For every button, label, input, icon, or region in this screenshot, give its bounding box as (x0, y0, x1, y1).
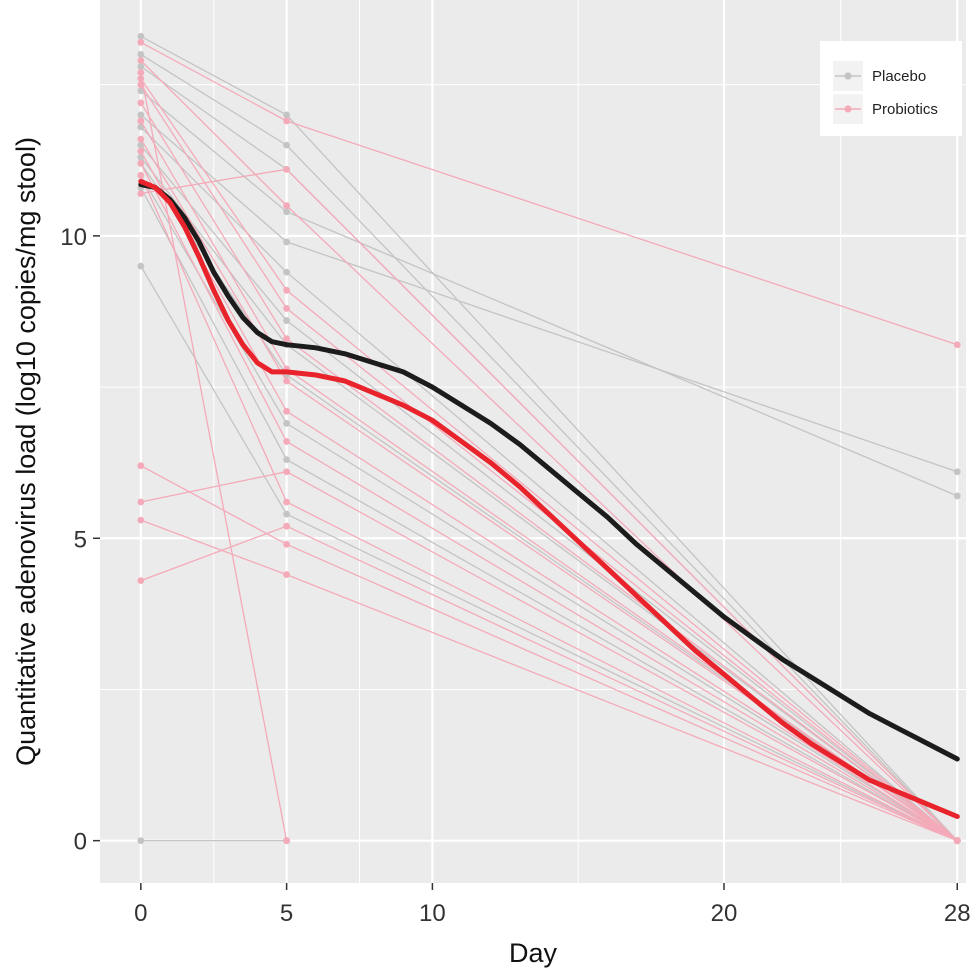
x-tick-label: 5 (280, 900, 293, 927)
probiotics-data-point (283, 335, 291, 343)
placebo-data-point (283, 111, 291, 119)
probiotics-data-point (137, 577, 145, 585)
probiotics-data-point (137, 147, 145, 155)
probiotics-data-point (283, 117, 291, 125)
probiotics-data-point (283, 202, 291, 210)
placebo-data-point (137, 51, 145, 58)
x-axis-ticks: 0 5 10 20 28 (134, 883, 971, 927)
y-tick-label: 0 (74, 829, 87, 856)
probiotics-data-point (137, 498, 145, 506)
legend-key-point (844, 105, 852, 113)
y-tick-label: 5 (74, 526, 87, 553)
probiotics-data-point (137, 117, 145, 125)
legend-key-point (844, 72, 852, 80)
placebo-data-point (283, 317, 291, 324)
placebo-data-point (283, 141, 291, 149)
placebo-data-point (137, 87, 145, 95)
placebo-data-point (137, 141, 145, 149)
placebo-data-point (283, 510, 291, 518)
probiotics-data-point (283, 438, 291, 445)
probiotics-data-point (953, 341, 961, 349)
probiotics-data-point (283, 522, 291, 530)
legend-label: Placebo (872, 68, 926, 85)
probiotics-smooth-line (138, 178, 960, 819)
y-axis-title: Quantitative adenovirus load (log10 copi… (11, 137, 41, 766)
placebo-data-point (137, 32, 145, 40)
probiotics-data-point (137, 81, 145, 89)
probiotics-data-point (283, 498, 291, 506)
probiotics-data-point (283, 286, 291, 294)
placebo-data-point (283, 238, 291, 246)
smoothed-trend-lines (138, 178, 960, 819)
placebo-data-point (137, 262, 145, 270)
probiotics-data-point (283, 377, 291, 385)
placebo-data-point (953, 468, 961, 476)
probiotics-data-point (137, 171, 145, 179)
probiotics-data-point (137, 38, 145, 46)
placebo-data-point (283, 456, 291, 464)
x-axis-title: Day (509, 938, 558, 968)
probiotics-data-point (137, 190, 145, 197)
placebo-data-point (137, 111, 145, 119)
legend: Placebo Probiotics (820, 41, 962, 136)
probiotics-data-point (137, 516, 145, 524)
probiotics-data-point (137, 462, 145, 470)
placebo-data-point (283, 208, 291, 216)
x-tick-label: 10 (419, 900, 446, 927)
probiotics-data-point (137, 135, 145, 143)
y-tick-label: 10 (60, 224, 87, 251)
probiotics-data-point (283, 165, 291, 173)
placebo-data-point (137, 123, 145, 131)
probiotics-data-point (283, 837, 291, 845)
probiotics-data-point (953, 837, 961, 845)
x-tick-label: 20 (711, 900, 738, 927)
probiotics-data-point (283, 468, 291, 476)
placebo-data-point (137, 837, 145, 845)
probiotics-data-point (137, 57, 145, 64)
probiotics-data-point (283, 305, 291, 312)
probiotics-data-point (137, 159, 145, 167)
placebo-data-point (283, 419, 291, 427)
placebo-data-point (137, 63, 145, 70)
placebo-smooth-line (138, 182, 960, 762)
probiotics-data-point (283, 540, 291, 548)
probiotics-data-point (137, 75, 145, 83)
probiotics-data-point (137, 99, 145, 107)
x-tick-label: 28 (944, 900, 971, 927)
probiotics-data-point (137, 69, 145, 76)
placebo-individual-lines (137, 32, 961, 845)
placebo-data-point (283, 268, 291, 276)
probiotics-data-point (283, 407, 291, 415)
legend-label: Probiotics (872, 101, 938, 118)
placebo-data-point (953, 492, 961, 500)
x-tick-label: 0 (134, 900, 147, 927)
y-axis-ticks: 0 5 10 (60, 224, 100, 856)
probiotics-data-point (283, 571, 291, 578)
